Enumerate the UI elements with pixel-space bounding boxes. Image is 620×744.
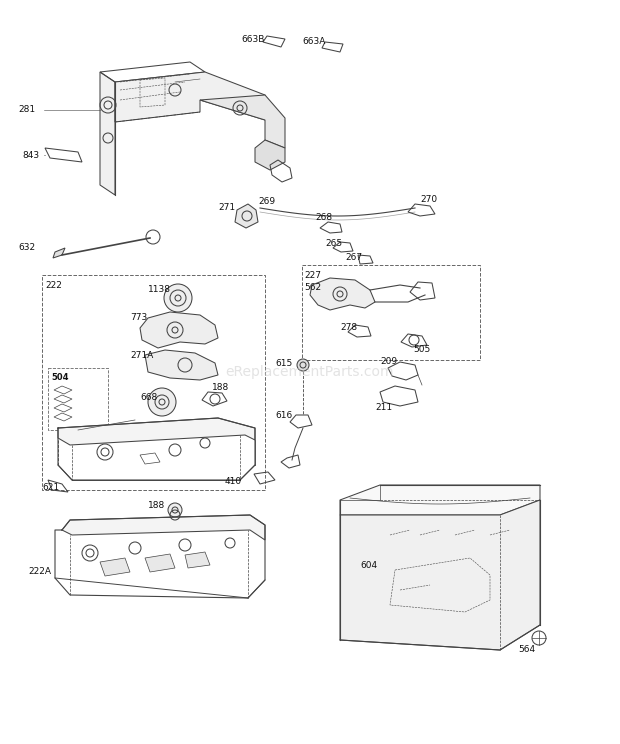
Text: 632: 632 bbox=[18, 243, 35, 252]
Bar bbox=[302, 265, 480, 360]
Text: 504: 504 bbox=[51, 373, 68, 382]
Text: 621: 621 bbox=[42, 483, 59, 492]
Polygon shape bbox=[100, 72, 115, 195]
Text: 604: 604 bbox=[360, 560, 377, 569]
Circle shape bbox=[168, 503, 182, 517]
Text: 222A: 222A bbox=[28, 568, 51, 577]
Polygon shape bbox=[200, 95, 285, 148]
Polygon shape bbox=[185, 552, 210, 568]
Circle shape bbox=[148, 388, 176, 416]
Polygon shape bbox=[62, 515, 265, 540]
Polygon shape bbox=[255, 140, 285, 170]
Circle shape bbox=[164, 284, 192, 312]
Text: 269: 269 bbox=[258, 197, 275, 207]
Text: 564: 564 bbox=[518, 646, 535, 655]
Text: 271A: 271A bbox=[130, 350, 153, 359]
Text: 663B: 663B bbox=[241, 36, 264, 45]
Text: 278: 278 bbox=[340, 324, 357, 333]
Text: 227: 227 bbox=[304, 271, 321, 280]
Polygon shape bbox=[145, 350, 218, 380]
Text: 222: 222 bbox=[45, 280, 62, 289]
Bar bbox=[42, 275, 265, 490]
Text: 615: 615 bbox=[275, 359, 292, 368]
Polygon shape bbox=[53, 248, 65, 258]
Polygon shape bbox=[340, 500, 540, 650]
Polygon shape bbox=[100, 558, 130, 576]
Text: 1138: 1138 bbox=[148, 286, 171, 295]
Text: 773: 773 bbox=[130, 313, 148, 322]
Text: 616: 616 bbox=[275, 411, 292, 420]
Text: eReplacementParts.com: eReplacementParts.com bbox=[226, 365, 394, 379]
Text: 267: 267 bbox=[345, 254, 362, 263]
Text: 271: 271 bbox=[218, 204, 235, 213]
Text: 188: 188 bbox=[212, 383, 229, 393]
Text: 211: 211 bbox=[375, 403, 392, 412]
Polygon shape bbox=[58, 418, 255, 445]
Text: 562: 562 bbox=[304, 283, 321, 292]
Text: 663A: 663A bbox=[302, 37, 326, 46]
Text: 281: 281 bbox=[18, 106, 35, 115]
Bar bbox=[48, 368, 108, 430]
Text: 265: 265 bbox=[325, 240, 342, 248]
Text: 668: 668 bbox=[140, 394, 157, 403]
Circle shape bbox=[297, 359, 309, 371]
Text: 268: 268 bbox=[315, 214, 332, 222]
Polygon shape bbox=[310, 278, 375, 310]
Polygon shape bbox=[340, 485, 540, 515]
Text: 188: 188 bbox=[148, 501, 166, 510]
Polygon shape bbox=[140, 312, 218, 348]
Polygon shape bbox=[235, 204, 258, 228]
Polygon shape bbox=[115, 72, 265, 122]
Text: 209: 209 bbox=[380, 358, 397, 367]
Text: 505: 505 bbox=[413, 345, 430, 354]
Text: 843: 843 bbox=[22, 150, 39, 159]
Polygon shape bbox=[145, 554, 175, 572]
Text: 410: 410 bbox=[225, 478, 242, 487]
Text: 270: 270 bbox=[420, 196, 437, 205]
